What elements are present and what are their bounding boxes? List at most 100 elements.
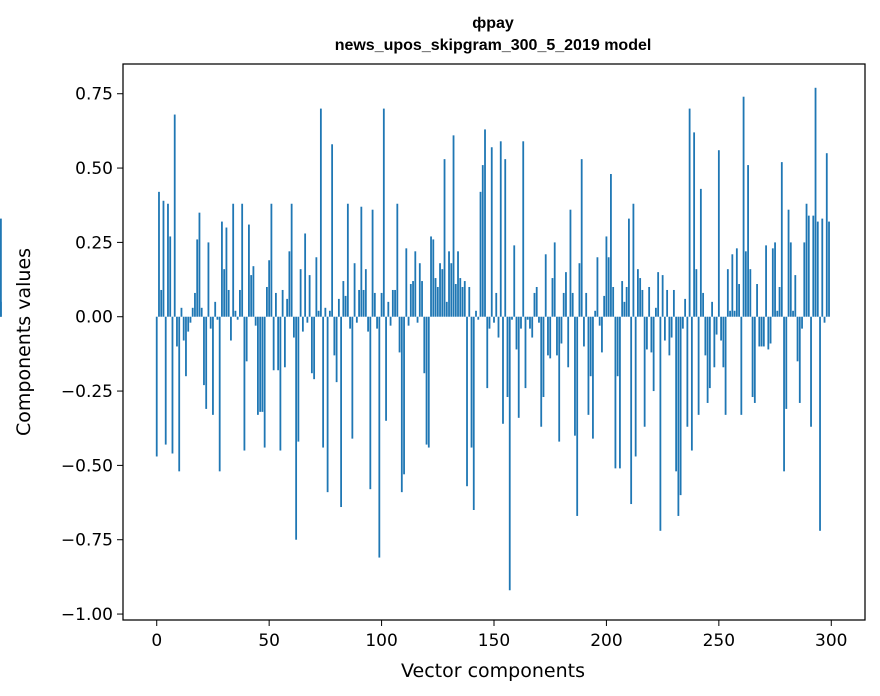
bar bbox=[342, 281, 345, 317]
bar bbox=[389, 316, 392, 326]
bar bbox=[414, 251, 417, 317]
bar bbox=[551, 278, 554, 317]
bar bbox=[243, 316, 246, 451]
bar bbox=[565, 272, 567, 317]
bar bbox=[239, 289, 241, 317]
bar bbox=[306, 316, 309, 323]
bar bbox=[679, 316, 682, 496]
bar bbox=[708, 316, 711, 389]
bar bbox=[218, 316, 221, 472]
bar bbox=[641, 289, 644, 317]
bar bbox=[261, 316, 264, 412]
bar bbox=[639, 278, 642, 317]
bar bbox=[288, 251, 291, 317]
bar bbox=[167, 203, 169, 317]
bar bbox=[326, 316, 329, 493]
bar bbox=[162, 200, 165, 317]
bar bbox=[328, 310, 331, 317]
bar bbox=[304, 233, 307, 317]
bar bbox=[292, 316, 295, 338]
bar bbox=[252, 266, 255, 317]
bar bbox=[346, 203, 349, 317]
bar bbox=[185, 316, 187, 377]
bar bbox=[535, 286, 538, 317]
bar bbox=[203, 316, 205, 386]
bar bbox=[324, 307, 327, 317]
bar bbox=[275, 292, 277, 317]
bar bbox=[158, 191, 160, 317]
bar bbox=[558, 316, 561, 442]
bar bbox=[333, 316, 336, 356]
bar bbox=[295, 316, 298, 540]
bar bbox=[810, 316, 812, 427]
bar bbox=[223, 269, 226, 317]
bar bbox=[499, 141, 502, 317]
bar bbox=[738, 284, 740, 317]
bar bbox=[241, 203, 244, 317]
y-tick-label: −0.25 bbox=[61, 382, 113, 402]
bar bbox=[601, 316, 603, 353]
bar bbox=[825, 153, 828, 317]
bar bbox=[221, 221, 223, 317]
y-axis-ticks: −1.00 −0.75 −0.50 −0.25 0.00 0.25 0.50 0.75 bbox=[61, 85, 123, 625]
bar bbox=[517, 316, 520, 418]
x-axis-label: Vector components bbox=[401, 660, 585, 682]
bar bbox=[380, 292, 383, 317]
bar bbox=[634, 316, 637, 457]
bar bbox=[607, 257, 610, 317]
bar bbox=[313, 316, 316, 380]
bar bbox=[688, 108, 691, 317]
bar bbox=[445, 301, 448, 317]
bar bbox=[553, 242, 556, 317]
bar bbox=[337, 298, 340, 317]
bar bbox=[668, 316, 671, 356]
bar bbox=[308, 275, 311, 317]
bar bbox=[549, 316, 552, 359]
bar bbox=[191, 307, 194, 317]
bar bbox=[652, 316, 655, 392]
bar bbox=[726, 269, 729, 317]
bar bbox=[205, 316, 208, 409]
bar bbox=[605, 236, 608, 317]
bar bbox=[477, 316, 480, 320]
bar bbox=[470, 316, 473, 448]
bar bbox=[394, 289, 396, 317]
bar bbox=[823, 316, 826, 323]
bar bbox=[315, 257, 318, 317]
bar bbox=[805, 203, 808, 317]
bar bbox=[171, 316, 174, 454]
bar bbox=[198, 212, 201, 317]
bar bbox=[803, 242, 806, 317]
bar bbox=[520, 316, 522, 329]
bar bbox=[715, 316, 718, 335]
bar bbox=[351, 316, 354, 439]
bar bbox=[729, 310, 731, 317]
bar bbox=[398, 316, 401, 353]
bar bbox=[515, 316, 518, 350]
bar bbox=[297, 316, 300, 442]
bar bbox=[310, 316, 313, 374]
bar bbox=[164, 316, 167, 445]
bar bbox=[828, 221, 830, 317]
bar bbox=[742, 96, 745, 317]
bar bbox=[432, 239, 435, 317]
bar bbox=[697, 316, 700, 415]
bar bbox=[245, 316, 248, 362]
chart-subtitle: news_upos_skipgram_300_5_2019 model bbox=[335, 37, 652, 54]
bar bbox=[373, 292, 376, 317]
bar bbox=[250, 275, 253, 317]
bar bbox=[376, 316, 378, 329]
bar bbox=[704, 316, 707, 356]
bar bbox=[621, 281, 624, 317]
bar bbox=[720, 316, 722, 341]
bar bbox=[594, 310, 597, 317]
bar bbox=[277, 316, 280, 371]
bar bbox=[547, 316, 549, 356]
bar bbox=[794, 275, 797, 317]
bar bbox=[266, 286, 268, 317]
bar bbox=[196, 239, 199, 317]
bar bbox=[544, 254, 547, 317]
bar bbox=[387, 301, 390, 317]
bar bbox=[254, 316, 257, 326]
